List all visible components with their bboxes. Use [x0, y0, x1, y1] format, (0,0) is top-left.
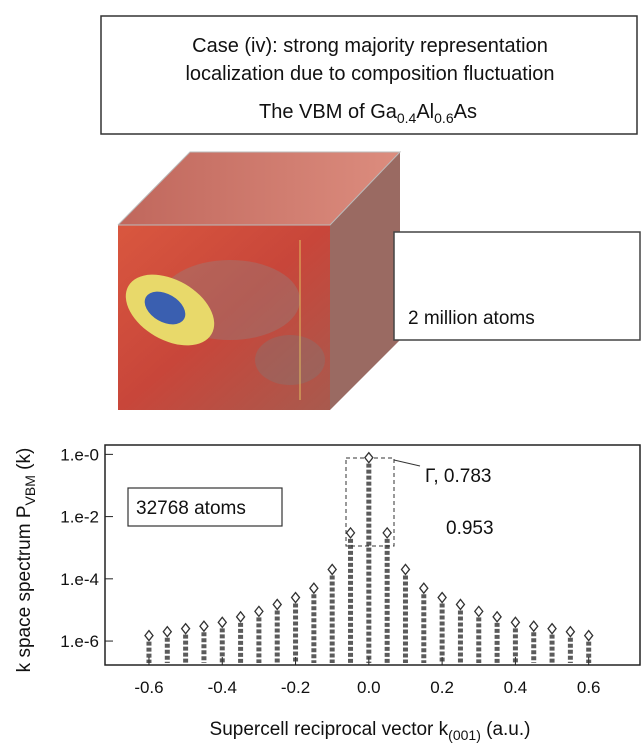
x-tick-label: -0.4	[208, 678, 237, 697]
point	[237, 612, 245, 622]
x-tick-label: 0.4	[504, 678, 528, 697]
point	[420, 583, 428, 593]
point	[163, 627, 171, 637]
point	[548, 624, 556, 634]
x-tick-label: 0.6	[577, 678, 601, 697]
point	[273, 599, 281, 609]
y-tick-label: 1.e-2	[60, 508, 99, 527]
point	[145, 631, 153, 641]
y-tick-label: 1.e-6	[60, 632, 99, 651]
point	[347, 528, 355, 538]
point	[511, 617, 519, 627]
y-tick-label: 1.e-4	[60, 570, 99, 589]
figure: Case (iv): strong majority representatio…	[0, 0, 642, 743]
inset-label: 2 million atoms	[408, 308, 535, 329]
point	[585, 631, 593, 641]
point	[401, 564, 409, 574]
point	[438, 593, 446, 603]
title-line: Case (iv): strong majority representatio…	[192, 35, 548, 57]
title-line: localization due to composition fluctuat…	[185, 63, 554, 85]
atoms-label: 32768 atoms	[136, 498, 246, 519]
point	[182, 624, 190, 634]
point	[200, 621, 208, 631]
point	[255, 606, 263, 616]
point	[530, 621, 538, 631]
point	[328, 564, 336, 574]
pointer-line	[394, 460, 420, 466]
x-tick-label: -0.6	[134, 678, 163, 697]
x-axis-label: Supercell reciprocal vector k(001) (a.u.…	[210, 719, 531, 743]
point	[365, 453, 373, 463]
point	[493, 612, 501, 622]
y-tick-label: 1.e-0	[60, 445, 99, 464]
point	[383, 528, 391, 538]
point	[310, 583, 318, 593]
cube-illustration	[113, 152, 400, 410]
point	[218, 617, 226, 627]
x-tick-label: 0.2	[430, 678, 454, 697]
page: {"chart_data": { "type": "scatter", "tit…	[0, 0, 642, 743]
annotation: 0.953	[446, 518, 494, 539]
point	[566, 627, 574, 637]
annotation: Γ, 0.783	[425, 466, 491, 487]
point	[456, 599, 464, 609]
point	[292, 593, 300, 603]
y-axis-label: k space spectrum PVBM (k)	[14, 448, 38, 673]
x-tick-label: 0.0	[357, 678, 381, 697]
point	[475, 606, 483, 616]
x-tick-label: -0.2	[281, 678, 310, 697]
